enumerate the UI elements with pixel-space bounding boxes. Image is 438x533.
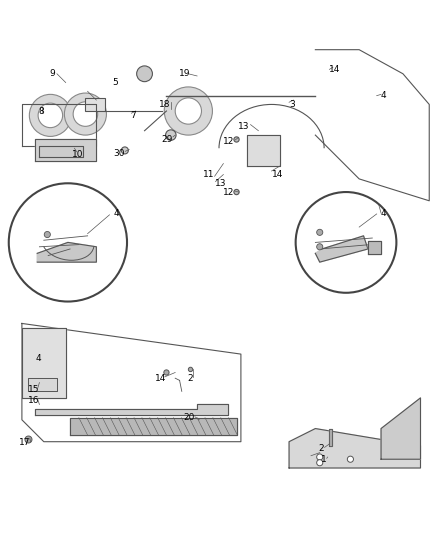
Circle shape [25, 436, 32, 443]
Text: 14: 14 [155, 374, 166, 383]
Circle shape [175, 98, 201, 124]
Circle shape [347, 456, 353, 462]
Polygon shape [381, 398, 420, 459]
Text: 12: 12 [223, 137, 234, 146]
Text: 17: 17 [19, 438, 31, 447]
Circle shape [64, 93, 106, 135]
Polygon shape [37, 243, 96, 262]
Text: 2: 2 [187, 374, 193, 383]
Text: 4: 4 [381, 91, 387, 100]
Polygon shape [22, 328, 66, 398]
Text: 14: 14 [272, 170, 283, 179]
Text: 2: 2 [318, 444, 324, 453]
Circle shape [164, 87, 212, 135]
Polygon shape [315, 236, 368, 262]
Text: 11: 11 [203, 170, 215, 179]
Polygon shape [28, 378, 57, 391]
Circle shape [9, 183, 127, 302]
Circle shape [73, 102, 98, 126]
Circle shape [317, 454, 323, 460]
Text: 29: 29 [162, 135, 173, 144]
Polygon shape [35, 405, 228, 415]
Circle shape [121, 147, 128, 154]
Text: 10: 10 [72, 150, 83, 159]
Circle shape [296, 192, 396, 293]
Circle shape [164, 370, 169, 375]
Circle shape [317, 244, 323, 250]
Text: 19: 19 [179, 69, 191, 78]
Text: 12: 12 [223, 188, 234, 197]
Text: 30: 30 [113, 149, 125, 158]
Text: 4: 4 [381, 209, 387, 219]
Text: 18: 18 [159, 100, 171, 109]
Circle shape [166, 130, 176, 140]
Circle shape [38, 103, 63, 128]
Text: 13: 13 [215, 179, 226, 188]
Circle shape [137, 66, 152, 82]
Text: 9: 9 [49, 69, 55, 78]
Polygon shape [328, 429, 332, 446]
Text: 13: 13 [238, 122, 250, 131]
Polygon shape [289, 429, 420, 468]
Text: 7: 7 [130, 111, 136, 120]
Text: 1: 1 [321, 455, 326, 464]
Polygon shape [35, 140, 96, 161]
Circle shape [44, 231, 50, 238]
Text: 4: 4 [36, 354, 42, 363]
Text: 15: 15 [28, 385, 39, 394]
Polygon shape [70, 418, 237, 435]
Text: 20: 20 [184, 413, 195, 422]
Text: 3: 3 [289, 100, 295, 109]
Text: 5: 5 [113, 78, 118, 87]
FancyBboxPatch shape [85, 98, 105, 111]
Text: 4: 4 [114, 209, 120, 219]
Circle shape [29, 94, 71, 136]
Polygon shape [39, 146, 83, 157]
Text: 14: 14 [328, 65, 340, 74]
Polygon shape [368, 241, 381, 254]
Circle shape [234, 137, 239, 142]
Text: 8: 8 [38, 107, 44, 116]
Polygon shape [247, 135, 280, 166]
Circle shape [234, 189, 239, 195]
Circle shape [188, 367, 193, 372]
Circle shape [317, 229, 323, 236]
Circle shape [317, 459, 323, 466]
Text: 16: 16 [28, 395, 39, 405]
